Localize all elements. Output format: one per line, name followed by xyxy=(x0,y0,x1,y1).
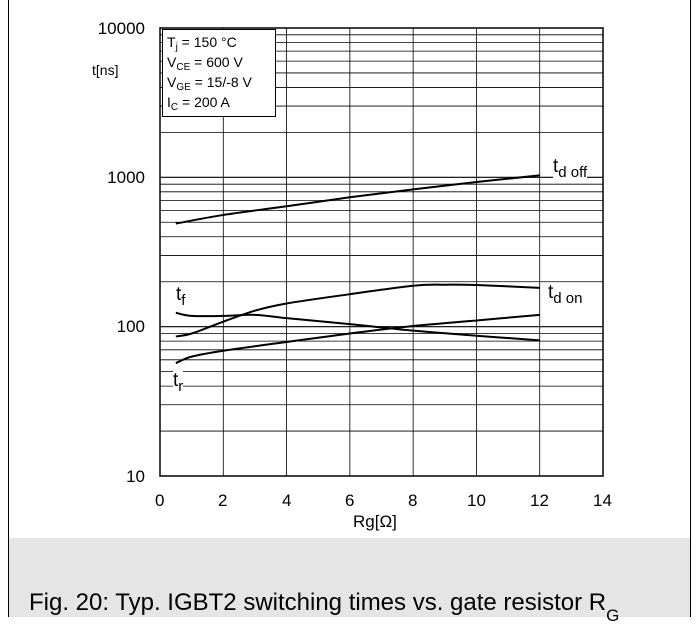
caption-box xyxy=(9,538,690,617)
y-tick-label: 10000 xyxy=(97,19,145,38)
figure-frame xyxy=(8,0,691,617)
series-label-tf: tf xyxy=(176,284,186,309)
series-label-tdon: td on xyxy=(548,282,583,307)
y-tick-label: 100 xyxy=(116,317,145,336)
plot-frame xyxy=(159,27,604,477)
condition-vce: VCE = 600 V xyxy=(167,54,243,73)
condition-vge: VGE = 15/-8 V xyxy=(167,74,252,93)
series-label-tdoff: td off xyxy=(553,156,588,181)
test-conditions-box: Tj = 150 °C VCE = 600 V VGE = 15/-8 V IC… xyxy=(162,29,276,117)
x-tick-label: 12 xyxy=(530,491,549,510)
x-tick-label: 4 xyxy=(282,491,292,510)
x-axis-label: Rg[Ω] xyxy=(353,512,397,531)
x-tick-label: 6 xyxy=(345,491,355,510)
series-line-tdon xyxy=(175,283,540,338)
condition-ic: IC = 200 A xyxy=(167,94,230,113)
y-tick-label: 1000 xyxy=(107,168,145,187)
series-label-tr: tr xyxy=(173,370,184,395)
condition-tj: Tj = 150 °C xyxy=(167,34,237,53)
curves xyxy=(175,174,540,365)
figure-caption: Fig. 20: Typ. IGBT2 switching times vs. … xyxy=(29,589,620,625)
x-tick-label: 14 xyxy=(593,491,612,510)
x-tick-label: 2 xyxy=(218,491,228,510)
y-axis-label: t[ns] xyxy=(92,62,119,78)
x-tick-label: 8 xyxy=(408,491,418,510)
x-tick-label: 0 xyxy=(155,491,165,510)
series-line-tr xyxy=(175,313,540,365)
y-tick-label: 10 xyxy=(126,467,145,486)
x-tick-label: 10 xyxy=(467,491,486,510)
series-line-tf xyxy=(175,311,540,342)
series-line-tdoff xyxy=(175,174,540,225)
